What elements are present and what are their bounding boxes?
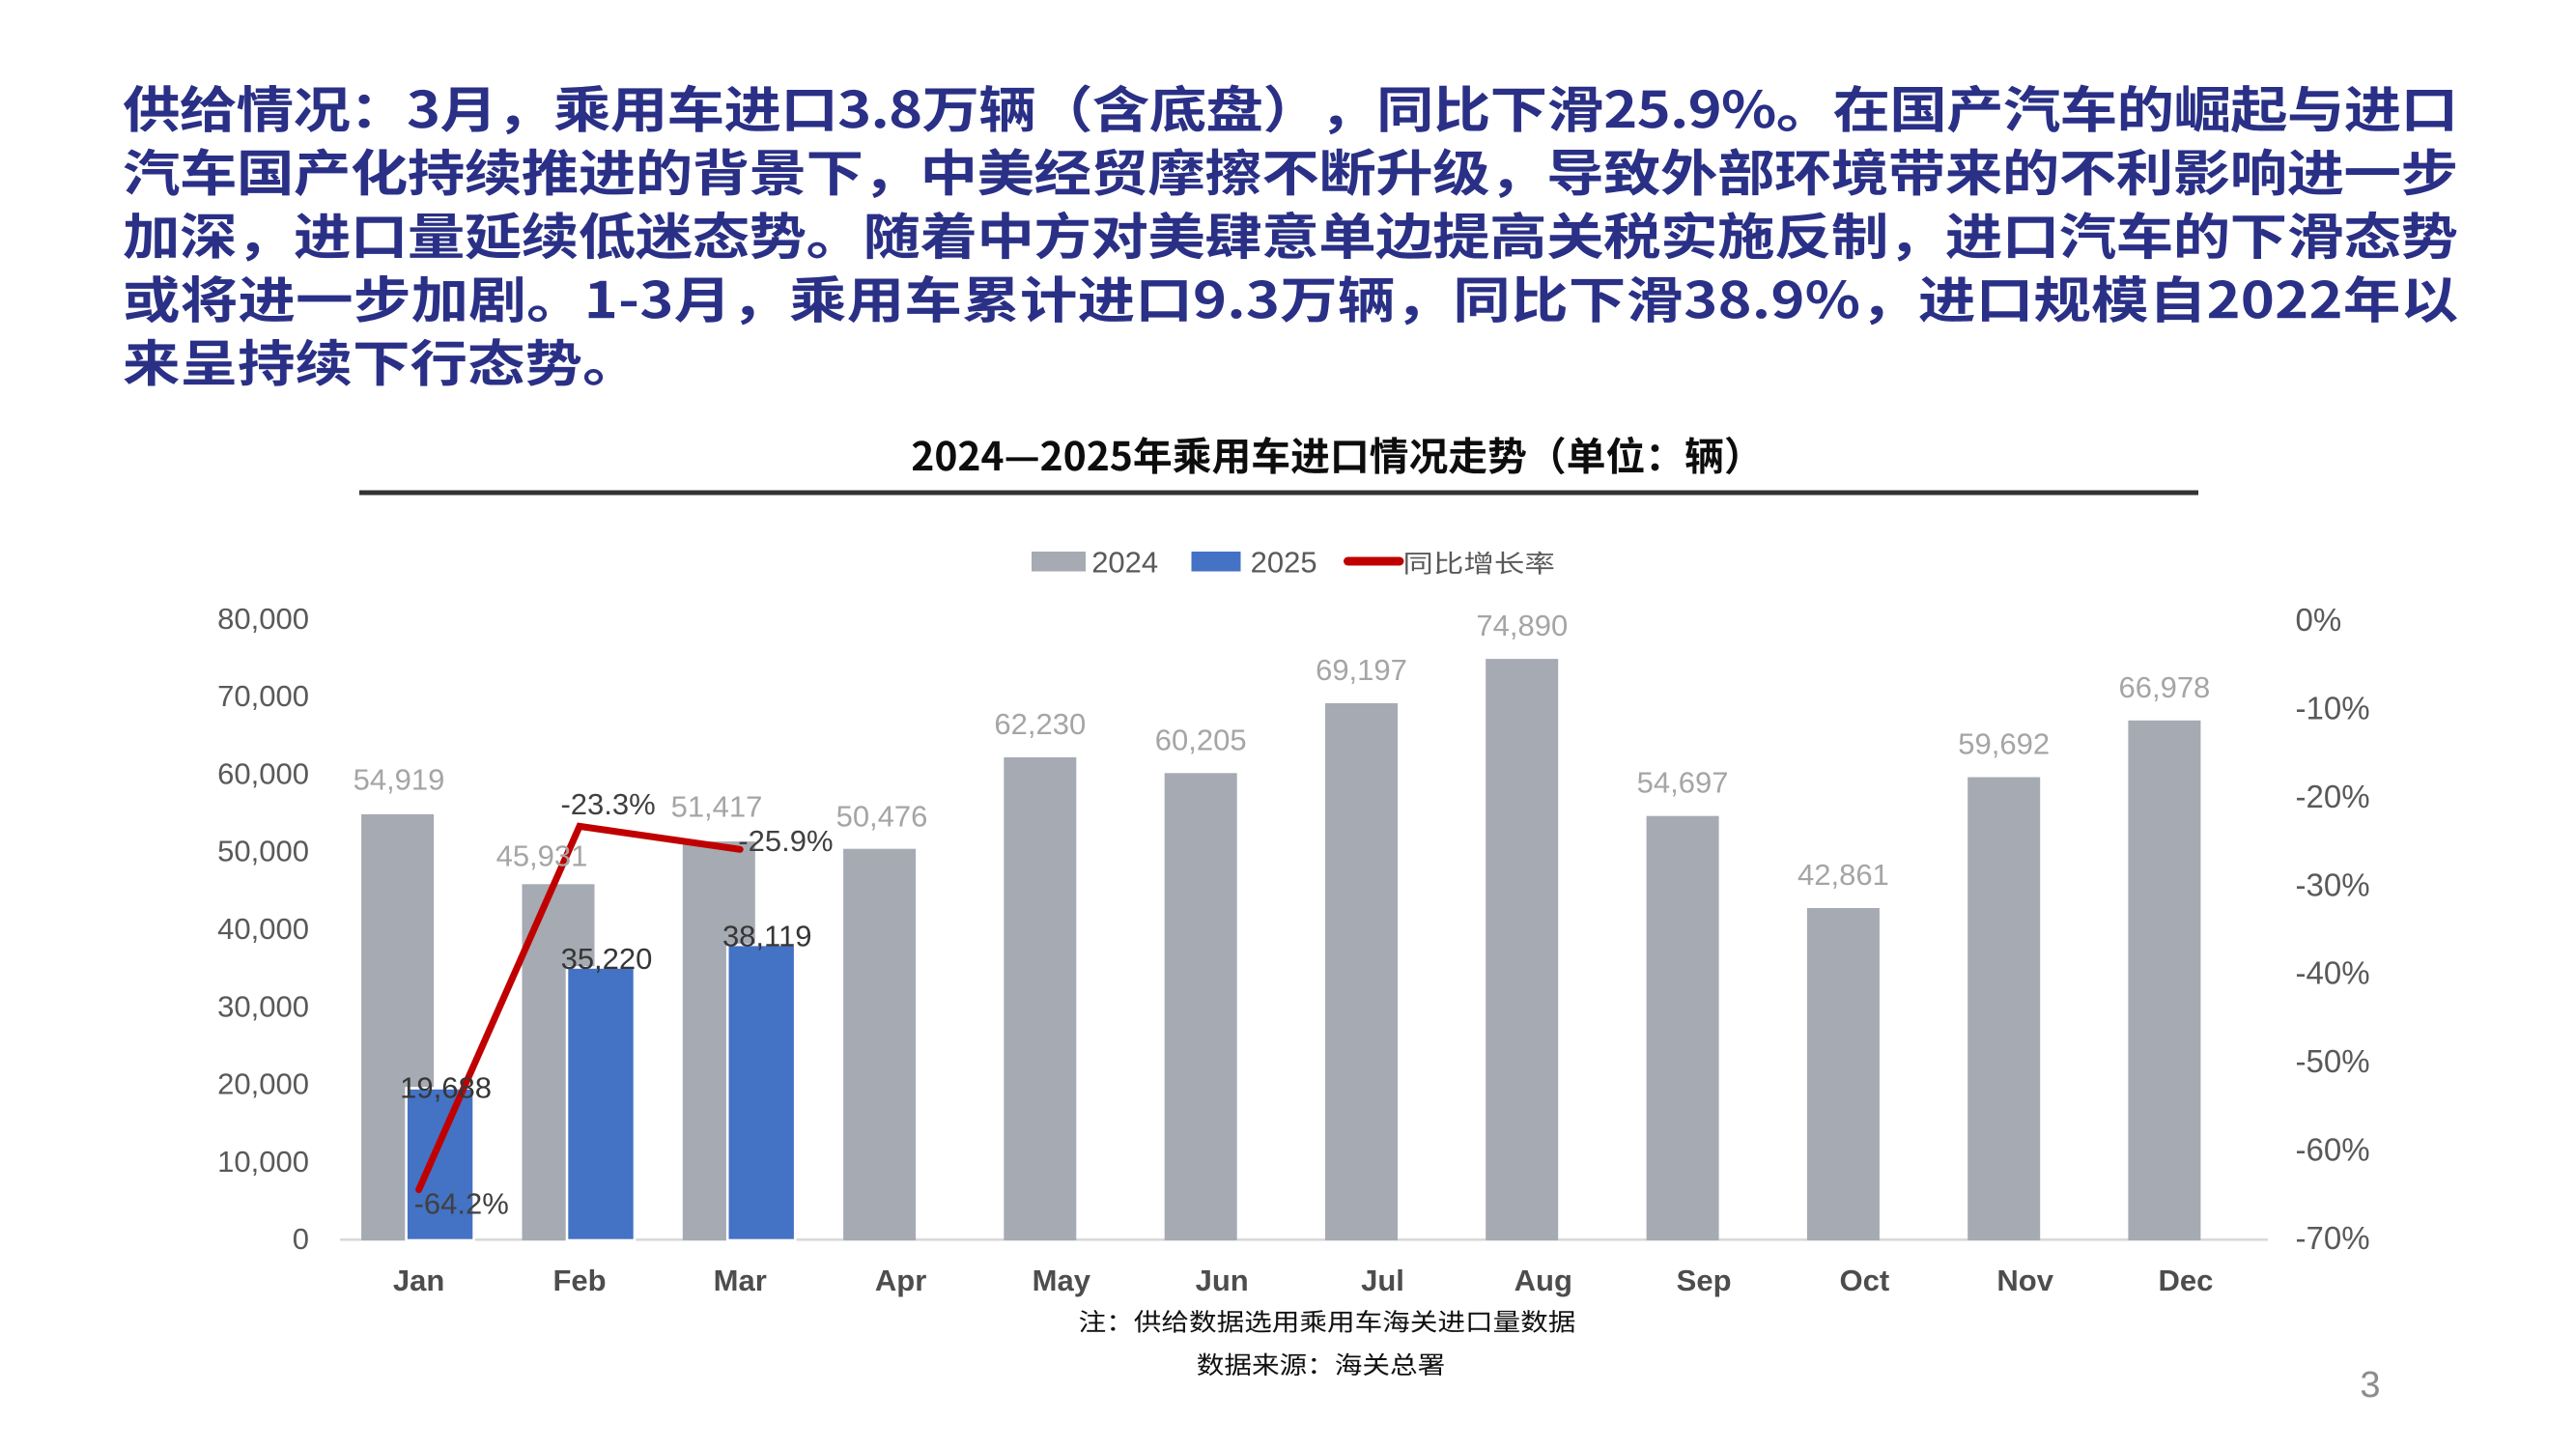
svg-text:54,919: 54,919	[354, 762, 445, 796]
svg-text:20,000: 20,000	[217, 1067, 309, 1101]
svg-text:45,931: 45,931	[496, 838, 588, 872]
svg-text:66,978: 66,978	[2118, 670, 2210, 704]
svg-text:Aug: Aug	[1514, 1264, 1572, 1297]
svg-text:80,000: 80,000	[217, 602, 309, 636]
svg-text:Sep: Sep	[1677, 1264, 1732, 1297]
svg-text:2025: 2025	[1251, 545, 1317, 579]
svg-text:30,000: 30,000	[217, 989, 309, 1023]
svg-text:-40%: -40%	[2296, 955, 2370, 991]
svg-text:Mar: Mar	[714, 1264, 767, 1297]
svg-text:19,688: 19,688	[400, 1071, 492, 1105]
svg-text:59,692: 59,692	[1958, 727, 2050, 761]
svg-text:38,119: 38,119	[722, 920, 812, 953]
svg-text:0%: 0%	[2296, 602, 2342, 638]
svg-text:74,890: 74,890	[1476, 609, 1568, 642]
svg-text:3: 3	[2360, 1365, 2380, 1406]
svg-text:69,197: 69,197	[1316, 653, 1407, 687]
svg-text:Jan: Jan	[393, 1264, 444, 1297]
svg-text:35,220: 35,220	[561, 942, 653, 976]
svg-text:10,000: 10,000	[217, 1145, 309, 1179]
svg-text:50,000: 50,000	[217, 835, 309, 868]
svg-text:Feb: Feb	[552, 1264, 606, 1297]
svg-text:-23.3%: -23.3%	[560, 787, 655, 821]
svg-text:60,000: 60,000	[217, 756, 309, 790]
svg-text:Apr: Apr	[875, 1264, 926, 1297]
svg-text:-50%: -50%	[2296, 1043, 2370, 1079]
svg-text:-30%: -30%	[2296, 867, 2370, 902]
svg-text:-10%: -10%	[2296, 690, 2370, 725]
svg-text:60,205: 60,205	[1155, 723, 1247, 756]
svg-text:Jun: Jun	[1196, 1264, 1249, 1297]
svg-text:-25.9%: -25.9%	[738, 824, 833, 858]
svg-text:0: 0	[293, 1222, 309, 1256]
svg-text:Oct: Oct	[1840, 1264, 1890, 1297]
svg-text:-70%: -70%	[2296, 1220, 2370, 1256]
svg-text:42,861: 42,861	[1798, 858, 1889, 892]
svg-text:50,476: 50,476	[836, 800, 928, 834]
svg-text:-20%: -20%	[2296, 779, 2370, 814]
svg-text:-60%: -60%	[2296, 1132, 2370, 1168]
svg-text:2024: 2024	[1091, 545, 1158, 579]
svg-text:Nov: Nov	[1996, 1264, 2053, 1297]
svg-text:70,000: 70,000	[217, 679, 309, 713]
svg-text:-64.2%: -64.2%	[414, 1187, 509, 1221]
svg-text:May: May	[1033, 1264, 1091, 1297]
svg-text:Dec: Dec	[2158, 1264, 2213, 1297]
svg-text:Jul: Jul	[1361, 1264, 1404, 1297]
svg-text:40,000: 40,000	[217, 912, 309, 946]
svg-text:62,230: 62,230	[994, 707, 1086, 741]
svg-text:54,697: 54,697	[1637, 766, 1729, 800]
svg-text:51,417: 51,417	[671, 790, 763, 824]
